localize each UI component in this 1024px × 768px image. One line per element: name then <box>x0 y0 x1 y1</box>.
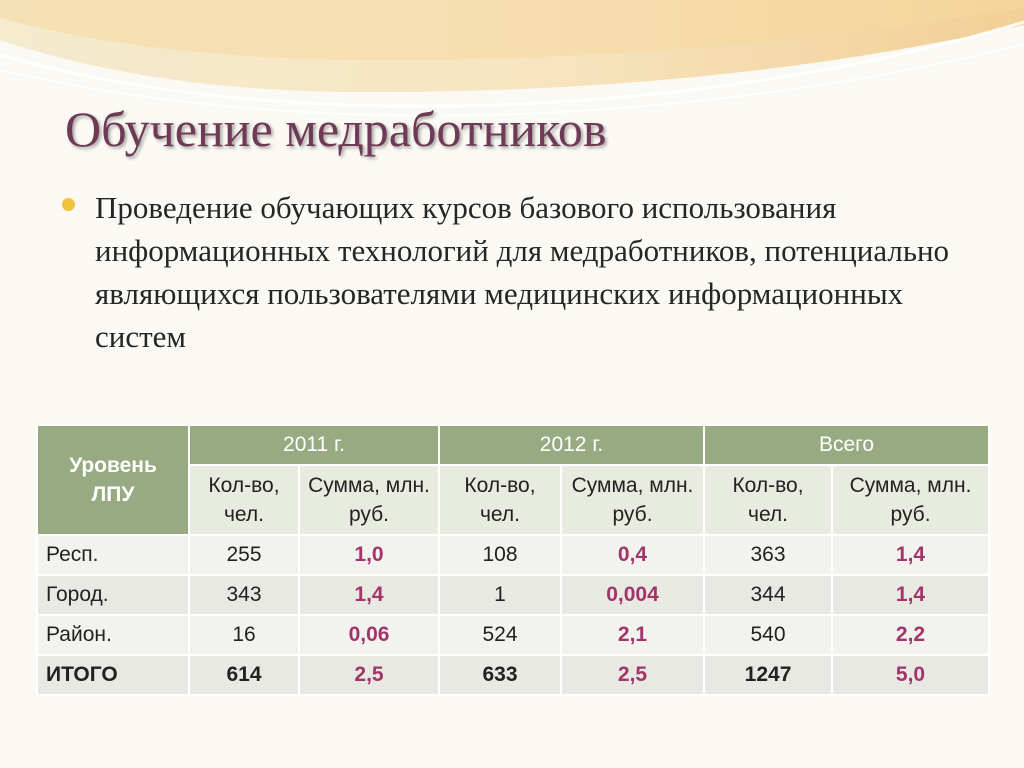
bullet-text: Проведение обучающих курсов базового исп… <box>95 190 950 354</box>
cell-count: 16 <box>188 614 300 656</box>
table-row: Респ. 255 1,0 108 0,4 363 1,4 <box>36 534 991 576</box>
cell-count: 363 <box>703 534 834 576</box>
cell-count: 1247 <box>703 654 834 696</box>
cell-count: 108 <box>438 534 562 576</box>
cell-count: 614 <box>188 654 300 696</box>
row-label: ИТОГО <box>36 654 190 696</box>
table-row: Город. 343 1,4 1 0,004 344 1,4 <box>36 574 991 616</box>
table-row-total: ИТОГО 614 2,5 633 2,5 1247 5,0 <box>36 654 991 696</box>
cell-sum: 0,004 <box>559 574 706 616</box>
cell-count: 1 <box>438 574 562 616</box>
bullet-icon <box>62 198 75 211</box>
cell-count: 255 <box>188 534 300 576</box>
slide-title: Обучение медработников <box>65 101 607 157</box>
cell-count: 633 <box>438 654 562 696</box>
header-year-2011: 2011 г. <box>188 424 440 466</box>
background-swoosh <box>0 0 1024 130</box>
cell-count: 344 <box>703 574 834 616</box>
header-count: Кол-во, чел. <box>438 464 562 536</box>
row-label: Респ. <box>36 534 190 576</box>
training-table: Уровень ЛПУ 2011 г. 2012 г. Всего Кол-во… <box>36 424 991 696</box>
cell-sum: 1,4 <box>298 574 440 616</box>
row-label: Город. <box>36 574 190 616</box>
header-total: Всего <box>703 424 991 466</box>
cell-sum: 1,4 <box>831 534 991 576</box>
cell-sum: 2,2 <box>831 614 991 656</box>
cell-sum: 2,5 <box>559 654 706 696</box>
header-count: Кол-во, чел. <box>188 464 300 536</box>
cell-sum: 0,4 <box>559 534 706 576</box>
table-row: Район. 16 0,06 524 2,1 540 2,2 <box>36 614 991 656</box>
cell-sum: 0,06 <box>298 614 440 656</box>
cell-sum: 2,5 <box>298 654 440 696</box>
cell-count: 343 <box>188 574 300 616</box>
cell-sum: 2,1 <box>559 614 706 656</box>
header-year-2012: 2012 г. <box>437 424 706 466</box>
cell-sum: 1,0 <box>298 534 440 576</box>
header-level: Уровень ЛПУ <box>36 424 190 536</box>
header-sum: Сумма, млн. руб. <box>298 464 440 536</box>
header-sum: Сумма, млн. руб. <box>559 464 706 536</box>
row-label: Район. <box>36 614 190 656</box>
cell-count: 540 <box>703 614 834 656</box>
cell-count: 524 <box>438 614 562 656</box>
header-sum: Сумма, млн. руб. <box>831 464 991 536</box>
header-count: Кол-во, чел. <box>703 464 834 536</box>
cell-sum: 5,0 <box>831 654 991 696</box>
cell-sum: 1,4 <box>831 574 991 616</box>
